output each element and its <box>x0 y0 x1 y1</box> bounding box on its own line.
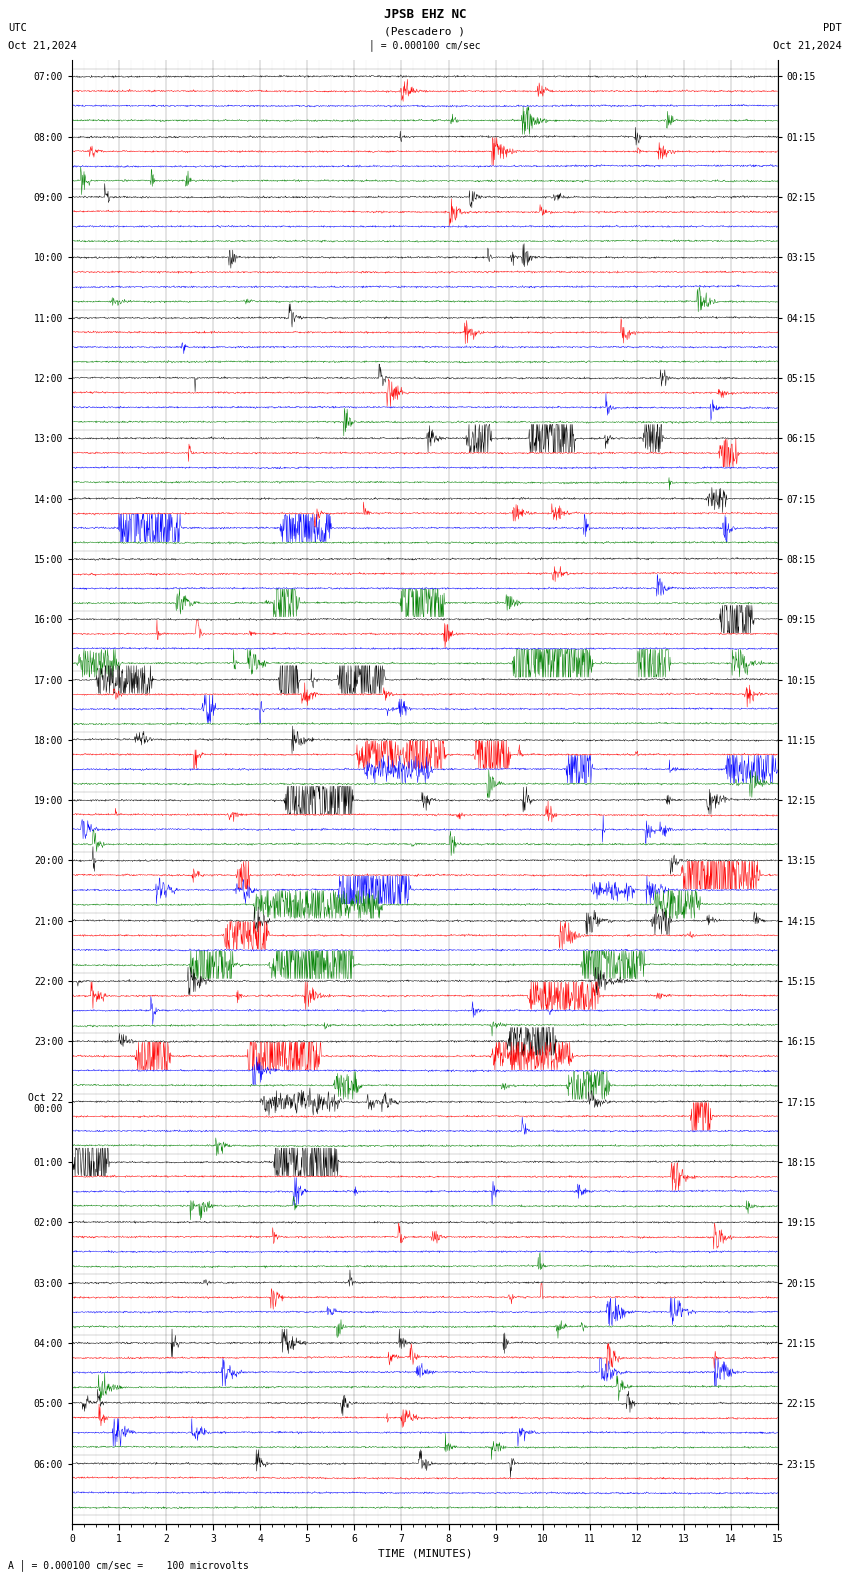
Text: A │ = 0.000100 cm/sec =    100 microvolts: A │ = 0.000100 cm/sec = 100 microvolts <box>8 1560 249 1571</box>
X-axis label: TIME (MINUTES): TIME (MINUTES) <box>377 1549 473 1559</box>
Text: JPSB EHZ NC: JPSB EHZ NC <box>383 8 467 21</box>
Text: │ = 0.000100 cm/sec: │ = 0.000100 cm/sec <box>369 40 481 51</box>
Text: Oct 21,2024: Oct 21,2024 <box>773 41 842 51</box>
Text: Oct 21,2024: Oct 21,2024 <box>8 41 77 51</box>
Text: (Pescadero ): (Pescadero ) <box>384 27 466 36</box>
Text: PDT: PDT <box>823 24 842 33</box>
Text: UTC: UTC <box>8 24 27 33</box>
